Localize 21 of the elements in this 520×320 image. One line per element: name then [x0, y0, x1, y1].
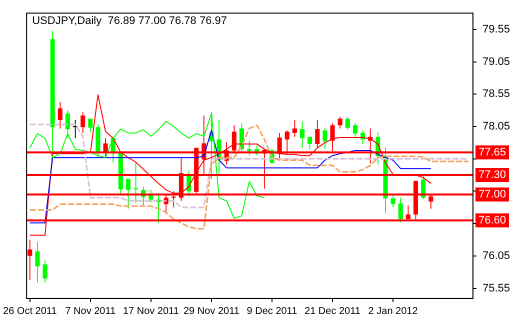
ref-line-label: 77.30	[478, 169, 506, 182]
y-tick-label: 76.05	[482, 250, 510, 262]
line-series	[29, 124, 470, 230]
y-tick-label: 78.05	[482, 120, 510, 133]
y-tick-label: 79.05	[482, 56, 510, 68]
x-tick-label: 17 Nov 2011	[122, 306, 180, 317]
ref-line-label: 77.65	[478, 146, 506, 158]
candlestick	[134, 162, 138, 203]
x-tick-label: 21 Dec 2011	[304, 306, 361, 317]
x-tick-label: 29 Nov 2011	[183, 306, 240, 317]
x-tick-label: 9 Dec 2011	[246, 306, 298, 317]
candlestick	[28, 240, 32, 280]
x-tick-label: 2 Jan 2012	[368, 306, 418, 317]
x-tick-label: 7 Nov 2011	[65, 306, 116, 317]
y-tick-label: 78.55	[482, 88, 510, 100]
y-tick-label: 79.55	[482, 23, 510, 36]
y-tick-label: 75.55	[482, 282, 510, 294]
ref-line-label: 77.00	[478, 188, 506, 200]
ref-line-label: 76.60	[478, 214, 506, 226]
chart-title: USDJPY,Daily 76.89 77.00 76.78 76.97	[32, 15, 227, 28]
x-tick-label: 26 Oct 2011	[3, 306, 58, 317]
